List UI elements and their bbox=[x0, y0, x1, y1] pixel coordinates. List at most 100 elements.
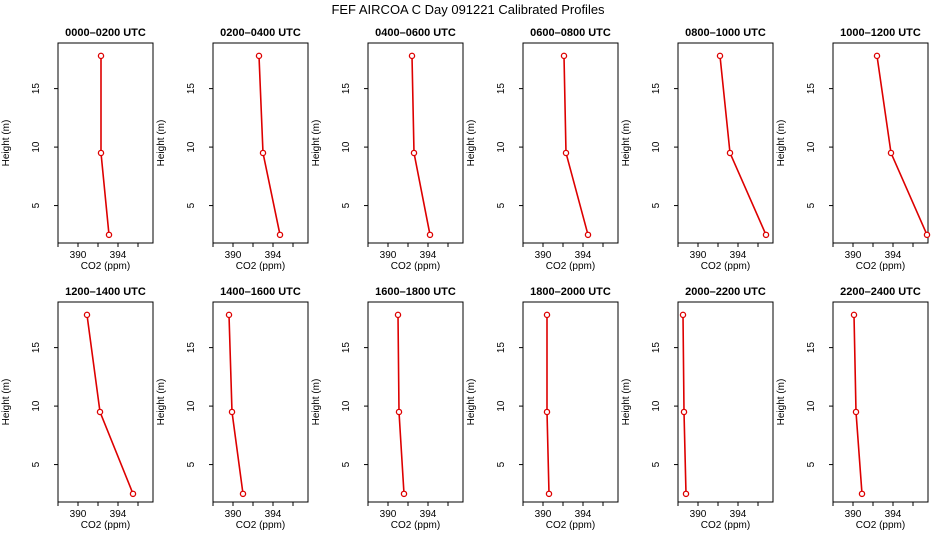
x-tick-label: 394 bbox=[265, 250, 282, 261]
co2-point bbox=[255, 52, 263, 60]
profile-panel: 0200–0400 UTC 390 394 5 10 15 CO2 (ppm) Height … bbox=[156, 27, 309, 272]
profile-panel: 1400–1600 UTC 390 394 5 10 15 CO2 (ppm) Height … bbox=[156, 286, 309, 531]
x-tick-label: 394 bbox=[420, 250, 437, 261]
panel-title: 1200–1400 UTC bbox=[65, 286, 146, 298]
x-axis-label: CO2 (ppm) bbox=[856, 520, 905, 531]
profile-panel: 2200–2400 UTC 390 394 5 10 15 CO2 (ppm) Height … bbox=[776, 286, 929, 531]
profile-panel: 0400–0600 UTC 390 394 5 10 15 CO2 (ppm) Height … bbox=[311, 27, 464, 272]
profile-panel: 1200–1400 UTC 390 394 5 10 15 CO2 (ppm) Height … bbox=[1, 286, 154, 531]
co2-point bbox=[560, 52, 568, 60]
y-tick-label: 10 bbox=[496, 141, 507, 153]
y-tick-label: 15 bbox=[496, 342, 507, 354]
y-tick-label: 10 bbox=[186, 400, 197, 412]
x-axis-label: CO2 (ppm) bbox=[546, 261, 595, 272]
x-tick-label: 390 bbox=[690, 509, 707, 520]
y-tick-label: 10 bbox=[806, 400, 817, 412]
x-axis-label: CO2 (ppm) bbox=[546, 520, 595, 531]
x-tick-label: 394 bbox=[110, 250, 127, 261]
y-tick-label: 5 bbox=[341, 202, 352, 208]
x-tick-label: 394 bbox=[265, 509, 282, 520]
panel-title: 2000–2200 UTC bbox=[685, 286, 766, 298]
panel-title: 0400–0600 UTC bbox=[375, 27, 456, 39]
panel-title: 1600–1800 UTC bbox=[375, 286, 456, 298]
y-tick-label: 15 bbox=[806, 342, 817, 354]
co2-point bbox=[83, 311, 91, 319]
co2-point bbox=[394, 311, 402, 319]
y-tick-label: 5 bbox=[186, 202, 197, 208]
y-tick-label: 10 bbox=[341, 400, 352, 412]
co2-point bbox=[679, 311, 687, 319]
x-axis-label: CO2 (ppm) bbox=[236, 261, 285, 272]
x-tick-label: 394 bbox=[885, 509, 902, 520]
plot-frame bbox=[212, 301, 309, 503]
co2-point bbox=[923, 231, 931, 239]
co2-point bbox=[400, 490, 408, 498]
co2-profile-line bbox=[719, 55, 767, 236]
plot-frame bbox=[832, 42, 929, 244]
co2-profile-line bbox=[853, 314, 863, 494]
y-axis-label: Height (m) bbox=[1, 379, 12, 426]
co2-point bbox=[887, 149, 895, 157]
co2-profile-line bbox=[563, 55, 589, 236]
x-tick-label: 390 bbox=[845, 250, 862, 261]
y-axis-label: Height (m) bbox=[466, 120, 477, 167]
co2-point bbox=[129, 490, 137, 498]
co2-profile-line bbox=[682, 314, 687, 494]
x-axis-label: CO2 (ppm) bbox=[701, 520, 750, 531]
y-tick-label: 10 bbox=[341, 141, 352, 153]
plot-frame bbox=[212, 42, 309, 244]
y-tick-label: 15 bbox=[186, 83, 197, 95]
co2-profile-line bbox=[546, 314, 550, 494]
profile-panel: 1600–1800 UTC 390 394 5 10 15 CO2 (ppm) Height … bbox=[311, 286, 464, 531]
y-tick-label: 5 bbox=[31, 202, 42, 208]
x-axis-label: CO2 (ppm) bbox=[236, 520, 285, 531]
y-axis-label: Height (m) bbox=[621, 120, 632, 167]
co2-point bbox=[584, 231, 592, 239]
co2-profile-line bbox=[411, 55, 431, 235]
y-tick-label: 10 bbox=[31, 141, 42, 153]
y-tick-label: 15 bbox=[806, 83, 817, 95]
y-tick-label: 15 bbox=[496, 83, 507, 95]
panel-title: 1800–2000 UTC bbox=[530, 286, 611, 298]
co2-point bbox=[97, 149, 105, 157]
x-tick-label: 394 bbox=[110, 509, 127, 520]
x-tick-label: 390 bbox=[70, 250, 87, 261]
y-tick-label: 15 bbox=[341, 342, 352, 354]
y-tick-label: 5 bbox=[31, 461, 42, 467]
co2-point bbox=[276, 231, 284, 239]
plot-frame bbox=[677, 42, 774, 244]
profile-panel: 0000–0200 UTC 390 394 5 10 15 CO2 (ppm) Height … bbox=[1, 27, 154, 272]
y-tick-label: 5 bbox=[806, 202, 817, 208]
x-axis-label: CO2 (ppm) bbox=[701, 261, 750, 272]
y-axis-label: Height (m) bbox=[311, 120, 322, 167]
y-tick-label: 15 bbox=[186, 342, 197, 354]
plot-frame bbox=[677, 301, 774, 503]
co2-point bbox=[426, 231, 434, 239]
y-tick-label: 15 bbox=[651, 342, 662, 354]
y-tick-label: 10 bbox=[496, 400, 507, 412]
plot-frame bbox=[522, 301, 619, 503]
x-tick-label: 390 bbox=[225, 250, 242, 261]
x-axis-label: CO2 (ppm) bbox=[81, 520, 130, 531]
x-tick-label: 394 bbox=[575, 509, 592, 520]
y-tick-label: 5 bbox=[341, 461, 352, 467]
co2-point bbox=[682, 490, 690, 498]
panels-grid: 0000–0200 UTC 390 394 5 10 15 CO2 (ppm) Height … bbox=[1, 27, 931, 531]
plot-frame bbox=[522, 42, 619, 244]
y-tick-label: 10 bbox=[651, 141, 662, 153]
co2-profile-line bbox=[86, 314, 134, 495]
y-tick-label: 10 bbox=[31, 400, 42, 412]
x-tick-label: 394 bbox=[420, 509, 437, 520]
x-tick-label: 390 bbox=[380, 509, 397, 520]
x-tick-label: 390 bbox=[70, 509, 87, 520]
co2-point bbox=[716, 52, 724, 60]
x-tick-label: 390 bbox=[845, 509, 862, 520]
panel-title: 0800–1000 UTC bbox=[685, 27, 766, 39]
panel-title: 0000–0200 UTC bbox=[65, 27, 146, 39]
profile-panel: 2000–2200 UTC 390 394 5 10 15 CO2 (ppm) Height … bbox=[621, 286, 774, 531]
x-axis-label: CO2 (ppm) bbox=[81, 261, 130, 272]
co2-point bbox=[228, 408, 236, 416]
x-tick-label: 394 bbox=[730, 250, 747, 261]
co2-profile-line bbox=[397, 314, 405, 494]
co2-point bbox=[852, 408, 860, 416]
